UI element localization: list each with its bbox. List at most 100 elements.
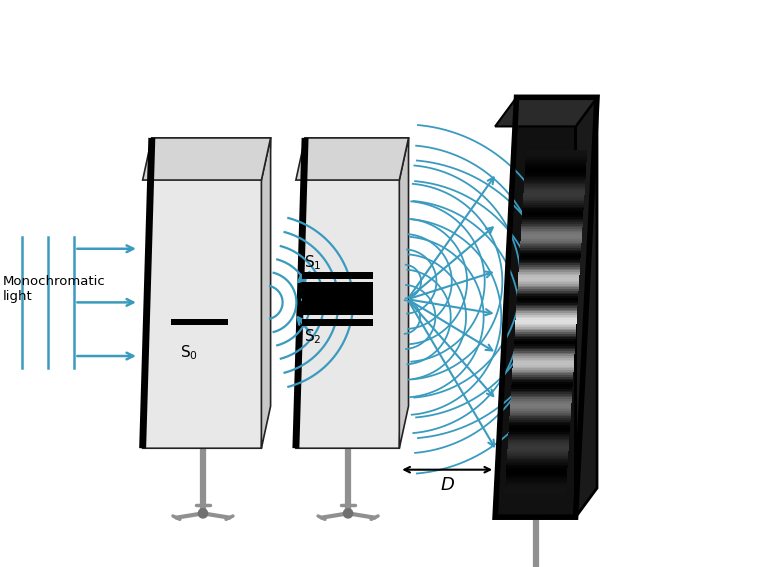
- Bar: [512, 376, 573, 379]
- Bar: [521, 236, 582, 238]
- Bar: [302, 319, 372, 326]
- Bar: [508, 431, 570, 434]
- Bar: [522, 213, 583, 215]
- Bar: [511, 378, 573, 380]
- Bar: [515, 320, 577, 322]
- Polygon shape: [495, 98, 597, 517]
- Bar: [518, 287, 578, 289]
- Bar: [515, 318, 577, 320]
- Bar: [505, 488, 566, 490]
- Bar: [516, 311, 578, 313]
- Bar: [517, 296, 578, 298]
- Bar: [513, 354, 574, 356]
- Bar: [517, 294, 578, 296]
- Bar: [505, 486, 566, 489]
- Bar: [507, 458, 568, 459]
- Bar: [520, 244, 581, 246]
- Bar: [520, 248, 581, 249]
- Polygon shape: [296, 138, 409, 180]
- Bar: [518, 284, 579, 286]
- Bar: [516, 310, 578, 311]
- Bar: [515, 334, 576, 336]
- Bar: [506, 471, 568, 473]
- Bar: [517, 301, 578, 303]
- Bar: [520, 255, 581, 256]
- Bar: [519, 260, 581, 261]
- Bar: [514, 353, 574, 354]
- Bar: [518, 281, 579, 282]
- Bar: [526, 155, 587, 156]
- Bar: [505, 476, 567, 479]
- Bar: [511, 389, 572, 391]
- Text: Monochromatic
light: Monochromatic light: [2, 274, 105, 303]
- Bar: [519, 261, 581, 263]
- Bar: [513, 358, 574, 359]
- Bar: [508, 449, 568, 451]
- Bar: [510, 408, 571, 409]
- Bar: [520, 243, 581, 244]
- Bar: [512, 366, 574, 368]
- Bar: [515, 336, 576, 337]
- Bar: [515, 332, 576, 334]
- Bar: [518, 268, 580, 270]
- Bar: [518, 273, 580, 276]
- Bar: [510, 403, 571, 404]
- Bar: [506, 464, 568, 466]
- Bar: [508, 444, 569, 446]
- Bar: [505, 483, 567, 485]
- Bar: [525, 170, 586, 172]
- Bar: [508, 446, 569, 447]
- Bar: [518, 282, 579, 284]
- Polygon shape: [143, 138, 270, 180]
- Bar: [520, 249, 581, 251]
- Bar: [521, 238, 582, 239]
- Bar: [524, 189, 584, 191]
- Bar: [508, 433, 570, 435]
- Bar: [514, 348, 575, 349]
- Bar: [512, 368, 574, 370]
- Bar: [514, 351, 574, 353]
- Bar: [520, 246, 581, 248]
- Bar: [518, 277, 579, 279]
- Bar: [507, 459, 568, 461]
- Bar: [505, 480, 567, 482]
- Bar: [509, 426, 570, 429]
- Bar: [525, 181, 585, 183]
- Bar: [525, 168, 586, 171]
- Bar: [515, 339, 575, 341]
- Bar: [517, 303, 578, 304]
- Bar: [524, 193, 584, 194]
- Bar: [507, 461, 568, 463]
- Bar: [510, 413, 571, 414]
- Bar: [523, 198, 584, 200]
- Text: S$_0$: S$_0$: [180, 344, 198, 362]
- Bar: [519, 263, 580, 265]
- Bar: [525, 177, 585, 179]
- Bar: [525, 156, 587, 158]
- Bar: [507, 452, 568, 454]
- Bar: [520, 253, 581, 255]
- Bar: [520, 251, 581, 253]
- Bar: [512, 375, 573, 377]
- Bar: [522, 206, 584, 208]
- Bar: [509, 425, 570, 427]
- Bar: [508, 428, 570, 430]
- Bar: [524, 183, 585, 184]
- Bar: [521, 232, 582, 234]
- Text: S$_1$: S$_1$: [304, 253, 322, 272]
- Bar: [509, 421, 571, 423]
- Bar: [511, 394, 572, 396]
- Bar: [525, 167, 586, 169]
- Bar: [526, 153, 587, 155]
- Polygon shape: [261, 138, 270, 448]
- Bar: [518, 278, 579, 281]
- Bar: [506, 473, 567, 475]
- Bar: [522, 208, 584, 210]
- Bar: [515, 321, 577, 324]
- Polygon shape: [575, 98, 597, 517]
- Bar: [513, 365, 574, 366]
- Bar: [509, 423, 570, 425]
- Bar: [515, 325, 576, 327]
- Bar: [525, 179, 585, 181]
- Bar: [510, 404, 571, 406]
